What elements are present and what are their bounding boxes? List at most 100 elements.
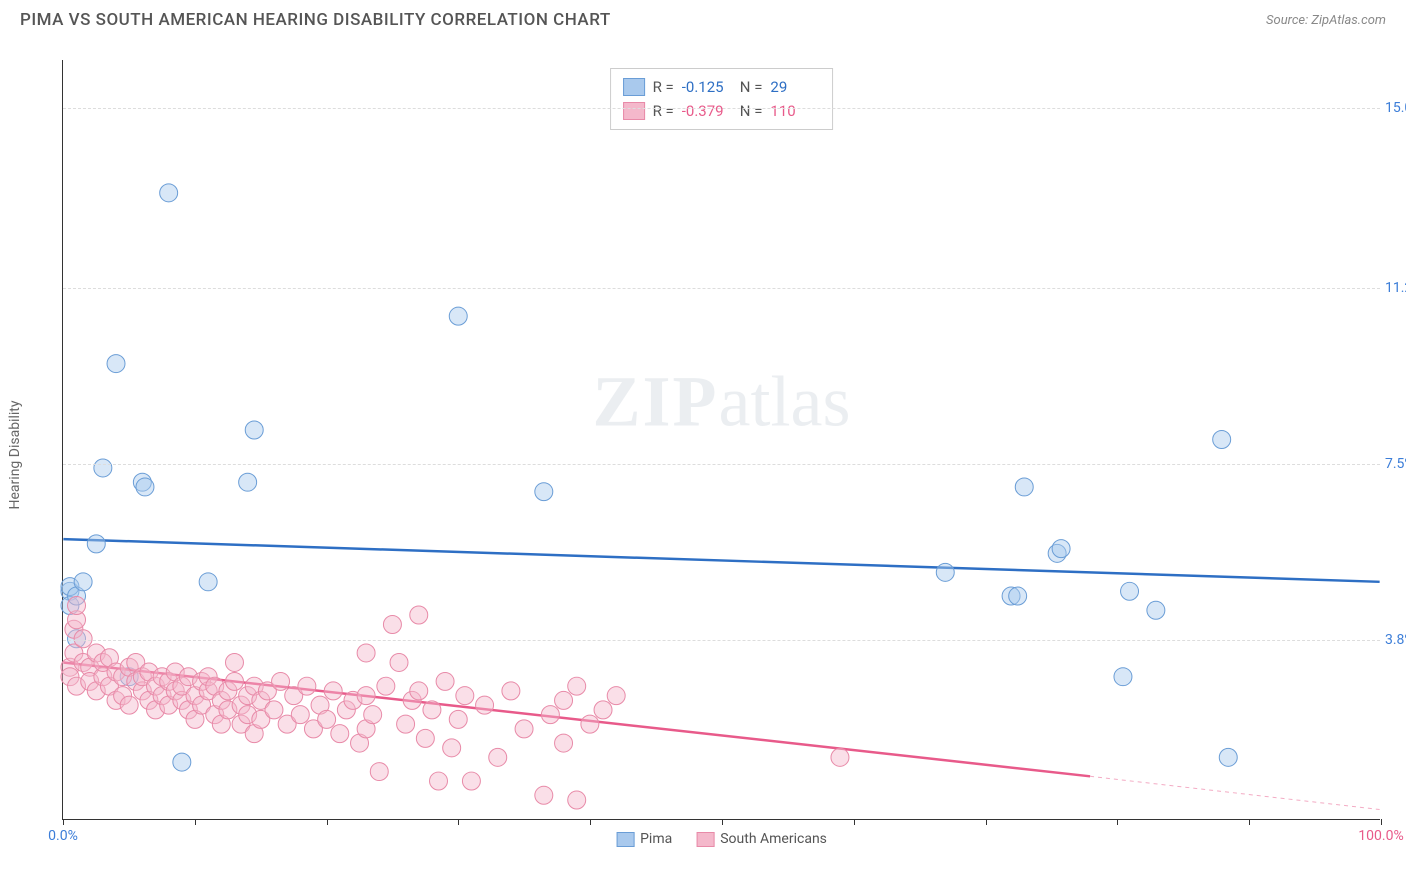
plot-area: ZIPatlas R = -0.125 N = 29 R = -0.379 N … (62, 60, 1380, 820)
x-tick (458, 819, 459, 825)
scatter-point (173, 753, 191, 771)
scatter-point (245, 421, 263, 439)
y-axis-label: Hearing Disability (7, 401, 23, 510)
x-tick (722, 819, 723, 825)
scatter-point (416, 729, 434, 747)
scatter-point (1147, 601, 1165, 619)
gridline (63, 464, 1380, 465)
x-tick-label: 0.0% (48, 828, 78, 844)
chart-header: PIMA VS SOUTH AMERICAN HEARING DISABILIT… (0, 0, 1406, 36)
chart-source: Source: ZipAtlas.com (1266, 13, 1386, 28)
scatter-point (370, 763, 388, 781)
scatter-point (199, 573, 217, 591)
scatter-point (555, 691, 573, 709)
scatter-point (1213, 431, 1231, 449)
legend-n-value-pima: 29 (770, 75, 820, 99)
x-tick (1117, 819, 1118, 825)
x-tick (327, 819, 328, 825)
x-tick-label: 100.0% (1358, 828, 1403, 844)
scatter-point (541, 706, 559, 724)
gridline (63, 640, 1380, 641)
legend-swatch (616, 832, 634, 847)
scatter-point (225, 672, 243, 690)
y-tick-label: 15.0% (1385, 100, 1406, 116)
scatter-point (410, 682, 428, 700)
scatter-point (120, 696, 138, 714)
x-tick (63, 819, 64, 825)
scatter-point (1015, 478, 1033, 496)
scatter-point (324, 682, 342, 700)
scatter-point (456, 687, 474, 705)
scatter-point (74, 573, 92, 591)
scatter-point (94, 459, 112, 477)
scatter-point (535, 483, 553, 501)
scatter-point (555, 734, 573, 752)
y-tick-label: 7.5% (1385, 456, 1406, 472)
legend-r-value-sa: -0.379 (682, 99, 732, 123)
correlation-legend: R = -0.125 N = 29 R = -0.379 N = 110 (610, 68, 834, 130)
legend-n-value-sa: 110 (770, 99, 820, 123)
legend-r-label: R = (653, 75, 674, 99)
scatter-point (383, 616, 401, 634)
scatter-point (607, 687, 625, 705)
scatter-point (489, 748, 507, 766)
scatter-point (535, 786, 553, 804)
legend-label: Pima (640, 831, 672, 847)
legend-row-pima: R = -0.125 N = 29 (623, 75, 821, 99)
scatter-point (160, 184, 178, 202)
x-tick (195, 819, 196, 825)
legend-n-label: N = (740, 75, 763, 99)
scatter-point (1114, 668, 1132, 686)
scatter-point (936, 563, 954, 581)
scatter-point (1009, 587, 1027, 605)
scatter-point (272, 672, 290, 690)
chart-container: Hearing Disability ZIPatlas R = -0.125 N… (50, 50, 1390, 860)
scatter-point (1219, 748, 1237, 766)
regression-line (63, 539, 1379, 582)
legend-r-value-pima: -0.125 (682, 75, 732, 99)
scatter-point (397, 715, 415, 733)
scatter-point (410, 606, 428, 624)
legend-swatch-sa (623, 102, 645, 120)
gridline (63, 108, 1380, 109)
legend-n-label: N = (740, 99, 763, 123)
scatter-point (68, 597, 86, 615)
scatter-point (357, 644, 375, 662)
scatter-point (265, 701, 283, 719)
scatter-point (364, 706, 382, 724)
scatter-point (1052, 540, 1070, 558)
series-legend: Pima South Americans (616, 831, 827, 847)
scatter-point (436, 672, 454, 690)
scatter-data-layer (63, 60, 1380, 819)
legend-item: South Americans (696, 831, 827, 847)
scatter-point (298, 677, 316, 695)
scatter-point (462, 772, 480, 790)
scatter-point (107, 355, 125, 373)
legend-item: Pima (616, 831, 672, 847)
scatter-point (594, 701, 612, 719)
scatter-point (87, 535, 105, 553)
scatter-point (1121, 582, 1139, 600)
x-tick (1381, 819, 1382, 825)
scatter-point (443, 739, 461, 757)
scatter-point (390, 653, 408, 671)
scatter-point (357, 687, 375, 705)
x-tick (1249, 819, 1250, 825)
scatter-point (239, 473, 257, 491)
scatter-point (225, 653, 243, 671)
gridline (63, 288, 1380, 289)
y-tick-label: 3.8% (1385, 632, 1406, 648)
legend-swatch-pima (623, 78, 645, 96)
scatter-point (423, 701, 441, 719)
scatter-point (449, 710, 467, 728)
chart-title: PIMA VS SOUTH AMERICAN HEARING DISABILIT… (20, 10, 611, 30)
scatter-point (831, 748, 849, 766)
scatter-point (291, 706, 309, 724)
scatter-point (136, 478, 154, 496)
scatter-point (581, 715, 599, 733)
legend-label: South Americans (720, 831, 827, 847)
y-tick-label: 11.2% (1385, 280, 1406, 296)
scatter-point (318, 710, 336, 728)
x-tick (854, 819, 855, 825)
regression-line-extension (1090, 776, 1380, 809)
